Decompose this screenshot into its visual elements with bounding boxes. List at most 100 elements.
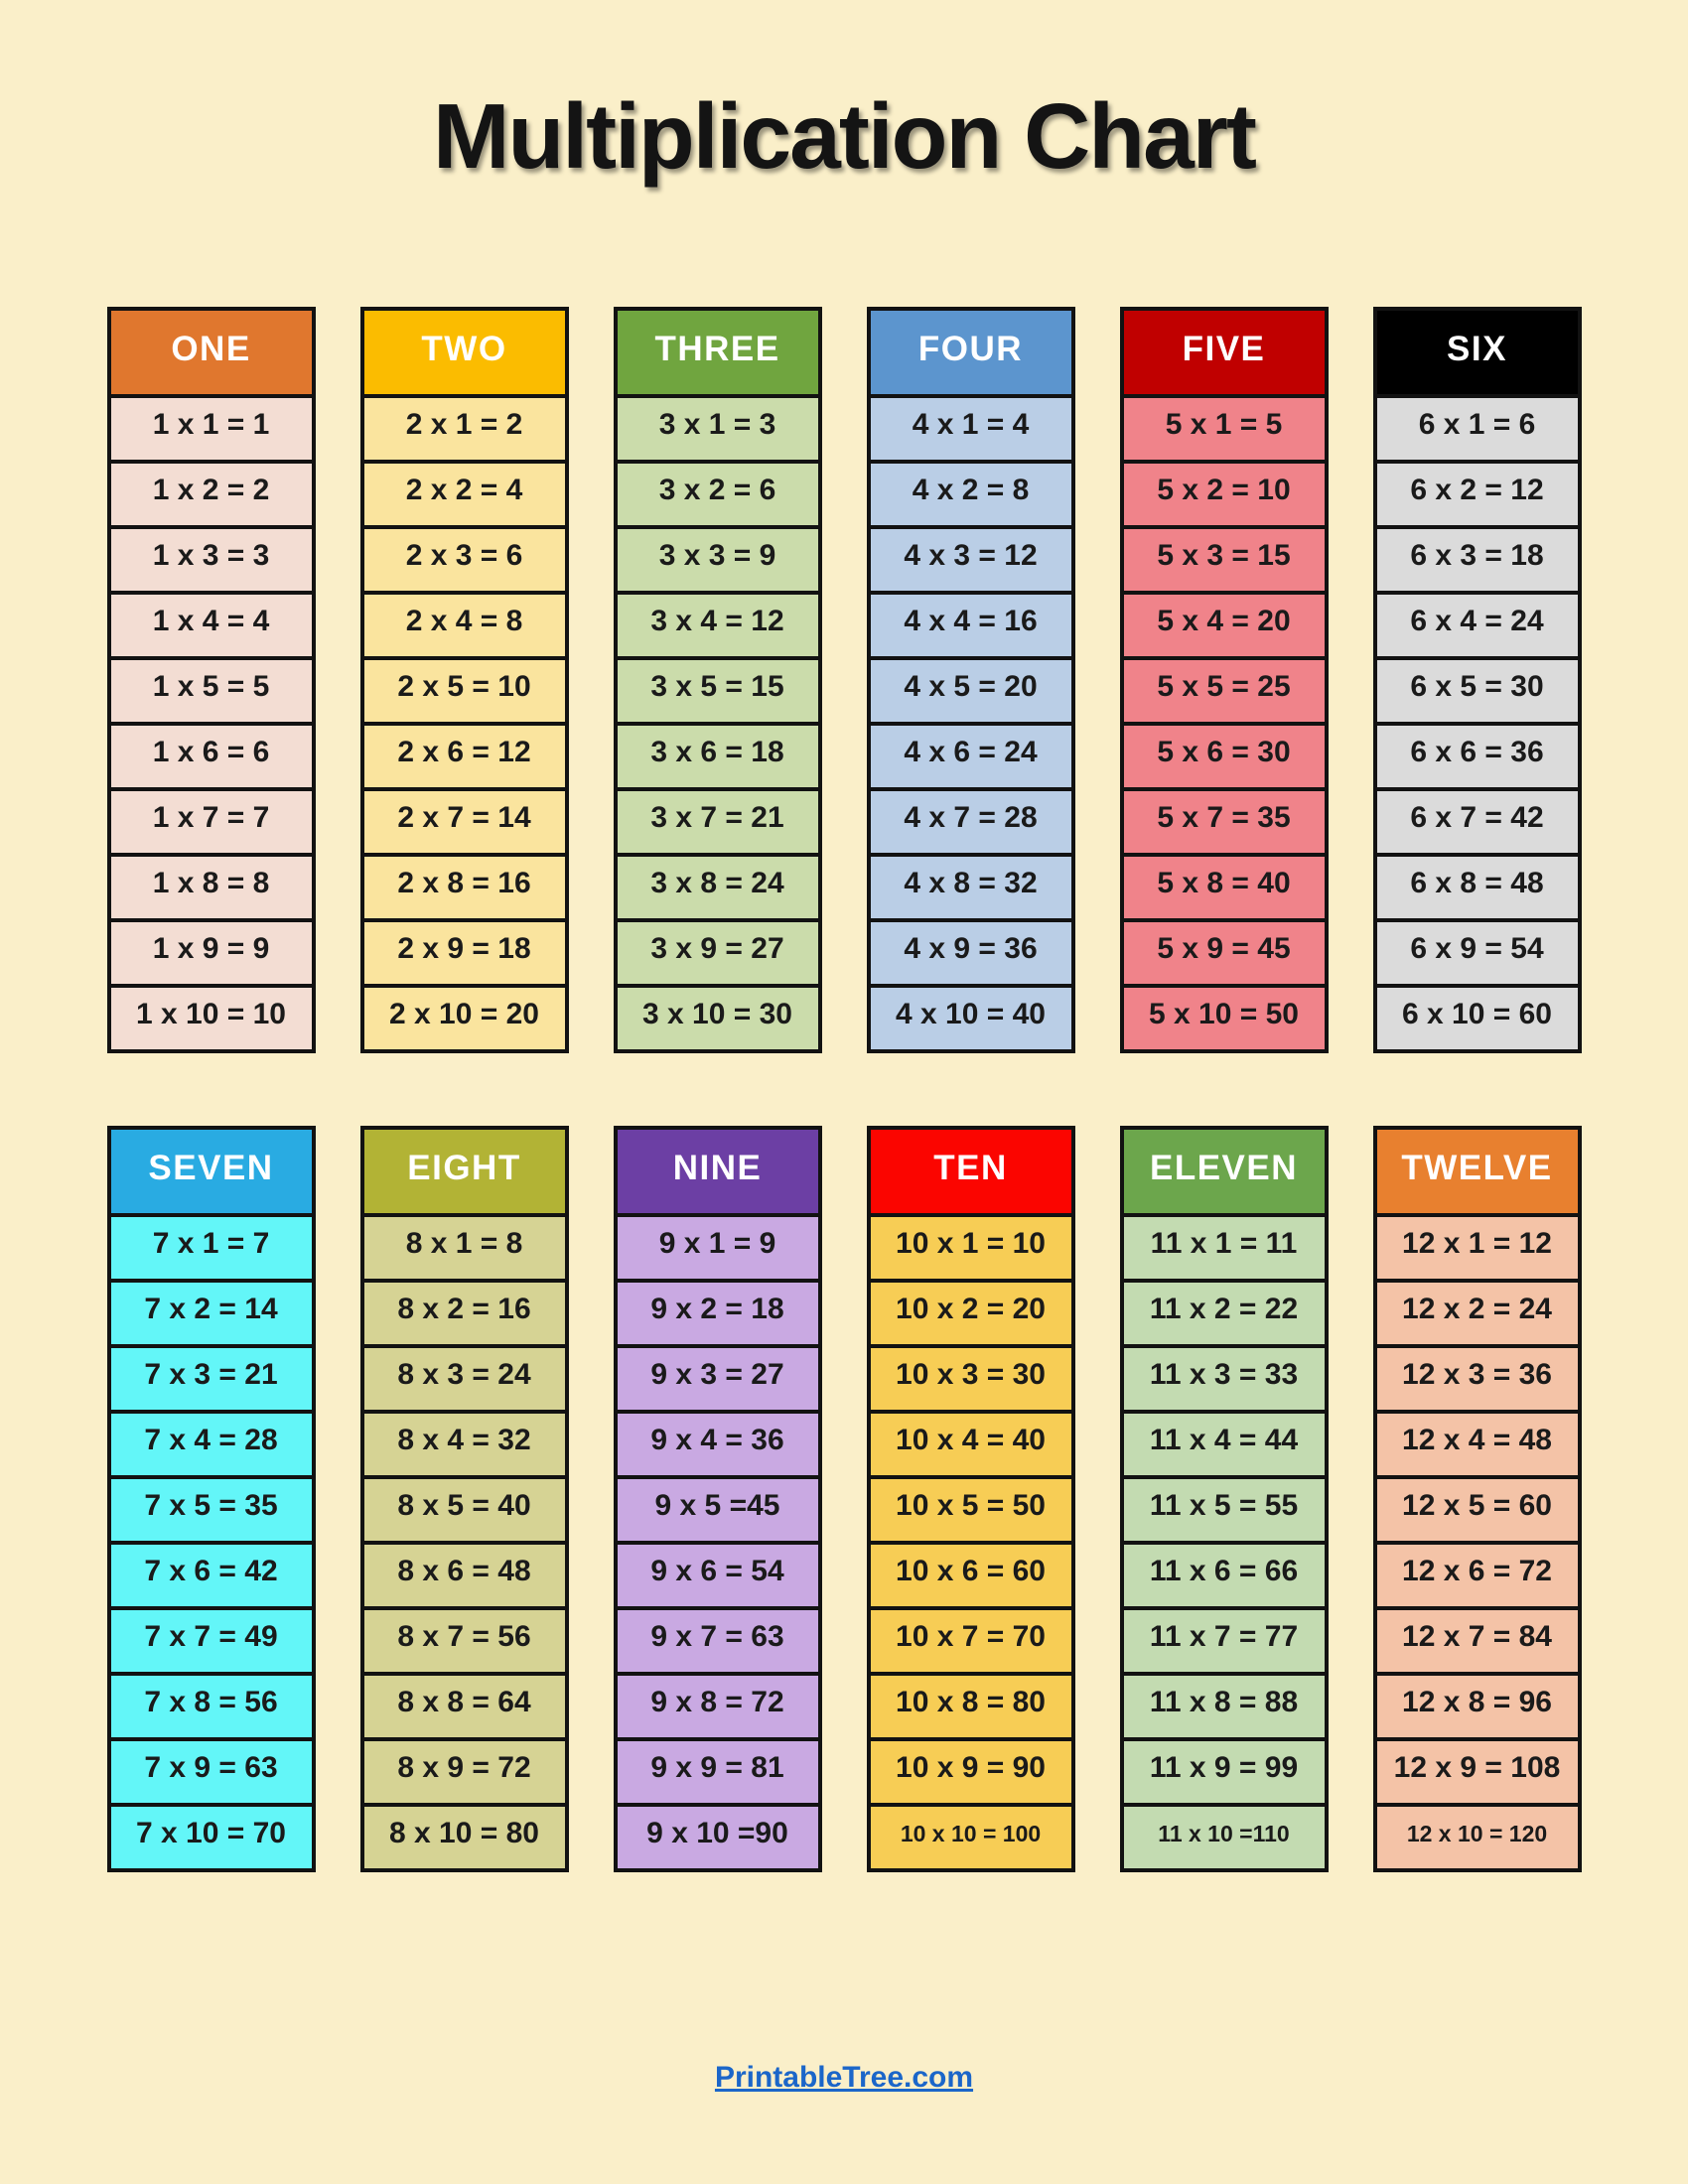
- table-cell-three-3: 3 x 3 = 9: [617, 525, 818, 592]
- table-cell-seven-2: 7 x 2 = 14: [110, 1279, 312, 1345]
- table-cell-eleven-3: 11 x 3 = 33: [1123, 1344, 1325, 1411]
- table-cell-seven-7: 7 x 7 = 49: [110, 1606, 312, 1673]
- table-cell-twelve-8: 12 x 8 = 96: [1376, 1672, 1578, 1738]
- table-header-eleven: ELEVEN: [1123, 1130, 1325, 1214]
- table-cell-five-6: 5 x 6 = 30: [1123, 722, 1325, 788]
- table-header-eight: EIGHT: [363, 1130, 565, 1214]
- table-cell-five-5: 5 x 5 = 25: [1123, 656, 1325, 723]
- table-cell-twelve-5: 12 x 5 = 60: [1376, 1475, 1578, 1542]
- table-cell-three-7: 3 x 7 = 21: [617, 787, 818, 854]
- table-cell-ten-5: 10 x 5 = 50: [870, 1475, 1071, 1542]
- table-cell-twelve-9: 12 x 9 = 108: [1376, 1737, 1578, 1804]
- table-cell-ten-7: 10 x 7 = 70: [870, 1606, 1071, 1673]
- table-cell-four-10: 4 x 10 = 40: [870, 984, 1071, 1050]
- table-cell-seven-5: 7 x 5 = 35: [110, 1475, 312, 1542]
- table-header-five: FIVE: [1123, 311, 1325, 395]
- table-cell-five-7: 5 x 7 = 35: [1123, 787, 1325, 854]
- table-cell-eleven-5: 11 x 5 = 55: [1123, 1475, 1325, 1542]
- table-cell-nine-4: 9 x 4 = 36: [617, 1410, 818, 1476]
- table-cell-eleven-2: 11 x 2 = 22: [1123, 1279, 1325, 1345]
- table-header-one: ONE: [110, 311, 312, 395]
- table-cell-six-6: 6 x 6 = 36: [1376, 722, 1578, 788]
- table-cell-four-1: 4 x 1 = 4: [870, 394, 1071, 461]
- table-cell-five-9: 5 x 9 = 45: [1123, 918, 1325, 985]
- table-cell-nine-5: 9 x 5 =45: [617, 1475, 818, 1542]
- table-cell-eleven-7: 11 x 7 = 77: [1123, 1606, 1325, 1673]
- table-cell-three-9: 3 x 9 = 27: [617, 918, 818, 985]
- table-cell-seven-3: 7 x 3 = 21: [110, 1344, 312, 1411]
- table-cell-eight-2: 8 x 2 = 16: [363, 1279, 565, 1345]
- table-cell-twelve-4: 12 x 4 = 48: [1376, 1410, 1578, 1476]
- table-cell-two-7: 2 x 7 = 14: [363, 787, 565, 854]
- table-cell-one-8: 1 x 8 = 8: [110, 853, 312, 919]
- table-cell-two-6: 2 x 6 = 12: [363, 722, 565, 788]
- table-header-seven: SEVEN: [110, 1130, 312, 1214]
- table-cell-two-3: 2 x 3 = 6: [363, 525, 565, 592]
- table-cell-one-6: 1 x 6 = 6: [110, 722, 312, 788]
- table-cell-one-7: 1 x 7 = 7: [110, 787, 312, 854]
- table-cell-nine-2: 9 x 2 = 18: [617, 1279, 818, 1345]
- table-cell-three-8: 3 x 8 = 24: [617, 853, 818, 919]
- table-ten: TEN 10 x 1 = 10 10 x 2 = 20 10 x 3 = 30 10 x…: [866, 1126, 1075, 1873]
- table-cell-eight-9: 8 x 9 = 72: [363, 1737, 565, 1804]
- table-cell-six-3: 6 x 3 = 18: [1376, 525, 1578, 592]
- table-cell-eight-6: 8 x 6 = 48: [363, 1541, 565, 1607]
- table-cell-twelve-6: 12 x 6 = 72: [1376, 1541, 1578, 1607]
- table-cell-four-9: 4 x 9 = 36: [870, 918, 1071, 985]
- footer-link[interactable]: PrintableTree.com: [714, 2061, 974, 2095]
- table-cell-one-5: 1 x 5 = 5: [110, 656, 312, 723]
- table-cell-six-7: 6 x 7 = 42: [1376, 787, 1578, 854]
- table-cell-four-5: 4 x 5 = 20: [870, 656, 1071, 723]
- table-cell-seven-9: 7 x 9 = 63: [110, 1737, 312, 1804]
- table-header-three: THREE: [617, 311, 818, 395]
- table-cell-two-5: 2 x 5 = 10: [363, 656, 565, 723]
- table-cell-nine-8: 9 x 8 = 72: [617, 1672, 818, 1738]
- table-cell-ten-8: 10 x 8 = 80: [870, 1672, 1071, 1738]
- table-cell-eight-5: 8 x 5 = 40: [363, 1475, 565, 1542]
- table-cell-six-2: 6 x 2 = 12: [1376, 460, 1578, 526]
- table-cell-twelve-1: 12 x 1 = 12: [1376, 1213, 1578, 1280]
- table-cell-eight-10: 8 x 10 = 80: [363, 1803, 565, 1869]
- table-cell-four-4: 4 x 4 = 16: [870, 591, 1071, 657]
- table-cell-two-2: 2 x 2 = 4: [363, 460, 565, 526]
- table-cell-two-8: 2 x 8 = 16: [363, 853, 565, 919]
- table-cell-six-5: 6 x 5 = 30: [1376, 656, 1578, 723]
- table-cell-two-4: 2 x 4 = 8: [363, 591, 565, 657]
- table-cell-five-2: 5 x 2 = 10: [1123, 460, 1325, 526]
- table-cell-three-4: 3 x 4 = 12: [617, 591, 818, 657]
- table-cell-twelve-7: 12 x 7 = 84: [1376, 1606, 1578, 1673]
- table-cell-five-1: 5 x 1 = 5: [1123, 394, 1325, 461]
- table-cell-one-10: 1 x 10 = 10: [110, 984, 312, 1050]
- table-cell-ten-1: 10 x 1 = 10: [870, 1213, 1071, 1280]
- table-cell-nine-10: 9 x 10 =90: [617, 1803, 818, 1869]
- table-cell-eleven-4: 11 x 4 = 44: [1123, 1410, 1325, 1476]
- table-cell-one-3: 1 x 3 = 3: [110, 525, 312, 592]
- table-cell-twelve-10: 12 x 10 = 120: [1376, 1803, 1578, 1869]
- table-cell-three-10: 3 x 10 = 30: [617, 984, 818, 1050]
- table-cell-ten-3: 10 x 3 = 30: [870, 1344, 1071, 1411]
- table-cell-eleven-6: 11 x 6 = 66: [1123, 1541, 1325, 1607]
- table-cell-eleven-1: 11 x 1 = 11: [1123, 1213, 1325, 1280]
- table-cell-eleven-9: 11 x 9 = 99: [1123, 1737, 1325, 1804]
- table-header-twelve: TWELVE: [1376, 1130, 1578, 1214]
- table-cell-seven-4: 7 x 4 = 28: [110, 1410, 312, 1476]
- table-cell-one-9: 1 x 9 = 9: [110, 918, 312, 985]
- table-cell-eight-8: 8 x 8 = 64: [363, 1672, 565, 1738]
- table-cell-ten-2: 10 x 2 = 20: [870, 1279, 1071, 1345]
- table-cell-eight-7: 8 x 7 = 56: [363, 1606, 565, 1673]
- table-cell-one-1: 1 x 1 = 1: [110, 394, 312, 461]
- table-header-four: FOUR: [870, 311, 1071, 395]
- table-header-six: SIX: [1376, 311, 1578, 395]
- table-cell-two-1: 2 x 1 = 2: [363, 394, 565, 461]
- table-eleven: ELEVEN 11 x 1 = 11 11 x 2 = 22 11 x 3 = 33 1…: [1119, 1126, 1329, 1873]
- table-cell-one-4: 1 x 4 = 4: [110, 591, 312, 657]
- table-cell-five-10: 5 x 10 = 50: [1123, 984, 1325, 1050]
- table-cell-eight-3: 8 x 3 = 24: [363, 1344, 565, 1411]
